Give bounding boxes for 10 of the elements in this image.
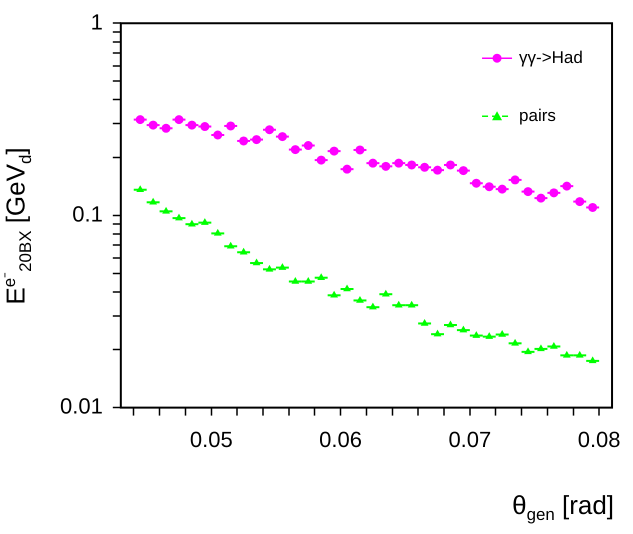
y-tick-label: 0.1: [72, 201, 103, 226]
x-tick-label: 0.08: [578, 426, 621, 452]
x-tick-label: 0.05: [190, 426, 233, 452]
x-tick-label: 0.07: [448, 426, 492, 452]
x-tick-label: 0.06: [319, 426, 362, 452]
legend-label: γγ->Had: [519, 48, 583, 67]
y-tick-label: 0.01: [60, 394, 103, 419]
x-axis-title: θ$_{gen}$ [rad]: [512, 490, 614, 526]
y-tick-label: 1: [90, 9, 103, 34]
legend-label: pairs: [519, 106, 556, 125]
